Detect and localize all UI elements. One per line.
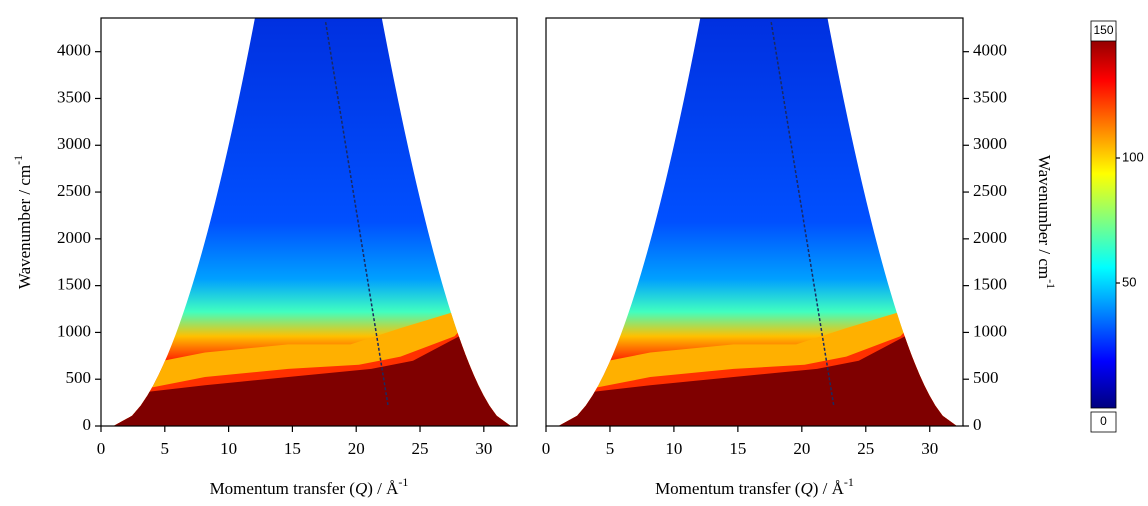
x-axis-label: Momentum transfer (Q) / Å-1 <box>655 475 854 498</box>
label-part: Wavenumber / cm <box>1035 155 1054 279</box>
x-tick-label: 10 <box>220 439 237 458</box>
colorbar-label: 100 <box>1122 149 1144 164</box>
x-tick-label: 5 <box>161 439 170 458</box>
label-part: -1 <box>844 475 854 489</box>
colorbar-label: 50 <box>1122 274 1136 289</box>
y-tick-label: 3000 <box>973 134 1007 153</box>
y-tick-label: 2000 <box>57 228 91 247</box>
label-part: Momentum transfer ( <box>655 479 801 498</box>
y-tick-label: 1000 <box>57 321 91 340</box>
x-tick-label: 10 <box>665 439 682 458</box>
x-tick-label: 25 <box>857 439 874 458</box>
label-part: ) / Å <box>813 479 845 498</box>
plot-frame <box>545 17 964 427</box>
label-part: Q <box>800 479 812 498</box>
x-tick-label: 30 <box>475 439 492 458</box>
x-tick-label: 15 <box>284 439 301 458</box>
y-tick-label: 0 <box>973 415 982 434</box>
y-tick-label: 2000 <box>973 228 1007 247</box>
y-tick-label: 1500 <box>57 275 91 294</box>
colorbar-label: 0 <box>1100 414 1107 428</box>
colorbar-end-box <box>1090 20 1117 42</box>
dark-band <box>558 303 957 426</box>
x-tick-label: 25 <box>412 439 429 458</box>
label-part: Momentum transfer ( <box>210 479 356 498</box>
label-part: Wavenumber / cm <box>15 165 34 289</box>
x-tick-label: 15 <box>729 439 746 458</box>
label-part: -1 <box>11 155 25 165</box>
y-axis-label: Wavenumber / cm-1 <box>1035 155 1058 289</box>
y-tick-label: 0 <box>83 415 92 434</box>
x-tick-label: 20 <box>793 439 810 458</box>
colorbar-end-box <box>1090 411 1117 433</box>
colorbar <box>1090 32 1117 409</box>
label-part: -1 <box>1044 279 1058 289</box>
heatmap <box>558 18 957 426</box>
x-tick-label: 0 <box>97 439 106 458</box>
label-part: -1 <box>398 475 408 489</box>
y-tick-label: 4000 <box>973 41 1007 60</box>
colorbar-label: 150 <box>1093 23 1113 37</box>
x-tick-label: 30 <box>921 439 938 458</box>
x-tick-label: 0 <box>542 439 551 458</box>
y-tick-label: 4000 <box>57 41 91 60</box>
y-tick-label: 2500 <box>57 181 91 200</box>
y-axis-label: Wavenumber / cm-1 <box>11 155 34 289</box>
x-tick-label: 20 <box>348 439 365 458</box>
y-tick-label: 3000 <box>57 134 91 153</box>
heatmap <box>113 18 511 426</box>
y-tick-label: 3500 <box>973 87 1007 106</box>
y-tick-label: 3500 <box>57 87 91 106</box>
y-tick-label: 1500 <box>973 275 1007 294</box>
y-tick-label: 1000 <box>973 321 1007 340</box>
label-part: ) / Å <box>367 479 399 498</box>
x-axis-label: Momentum transfer (Q) / Å-1 <box>210 475 409 498</box>
dark-band <box>113 303 511 426</box>
y-tick-label: 500 <box>973 368 999 387</box>
x-tick-label: 5 <box>606 439 615 458</box>
y-tick-label: 2500 <box>973 181 1007 200</box>
plot-frame <box>100 17 518 427</box>
y-tick-label: 500 <box>66 368 92 387</box>
label-part: Q <box>355 479 367 498</box>
